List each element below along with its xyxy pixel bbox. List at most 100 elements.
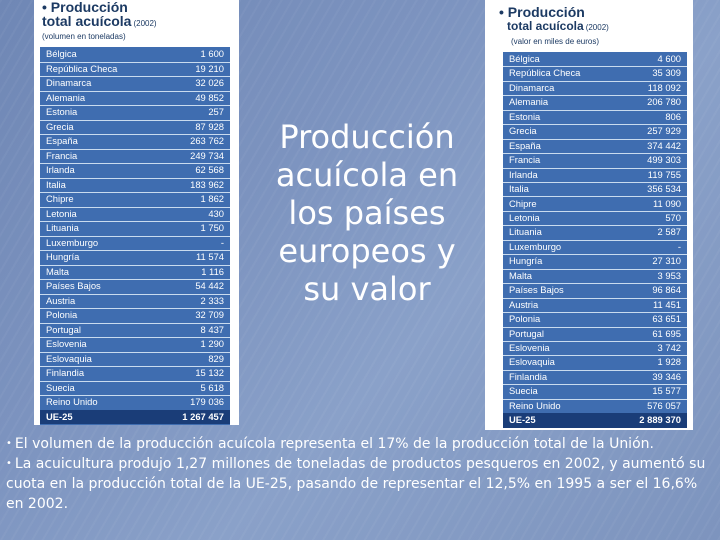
value-cell: 39 346	[652, 370, 681, 382]
table-row: Estonia 257	[40, 105, 230, 121]
table-row: Irlanda 119 755	[503, 168, 687, 184]
table-row: Eslovaquia 1 928	[503, 355, 687, 371]
table-row: Dinamarca 32 026	[40, 76, 230, 92]
country-cell: Luxemburgo	[46, 236, 99, 248]
value-cell: 2 333	[200, 294, 224, 306]
table-row: Países Bajos 96 864	[503, 283, 687, 299]
volume-table-subtitle: (volumen en toneladas)	[42, 32, 126, 41]
table-row: Lituania 2 587	[503, 225, 687, 241]
value-cell: 356 534	[647, 183, 681, 195]
value-cell: 3 742	[657, 342, 681, 353]
table-row: Suecia 5 618	[40, 381, 230, 396]
country-cell: Reino Unido	[509, 399, 561, 411]
table-row: Hungría 11 574	[40, 250, 230, 266]
table-row: Francia 499 303	[503, 153, 687, 169]
country-cell: República Checa	[509, 67, 581, 79]
country-cell: Eslovenia	[46, 338, 87, 349]
value-cell: 1 290	[200, 338, 224, 349]
volume-table-title-line2: total acuícola	[42, 13, 132, 29]
table-row: Chipre 11 090	[503, 197, 687, 212]
value-cell: 4 600	[657, 53, 681, 64]
value-cell: 2 889 370	[639, 414, 681, 426]
table-row: Dinamarca 118 092	[503, 81, 687, 97]
country-cell: Alemania	[46, 91, 86, 103]
value-cell: 1 750	[200, 222, 224, 233]
country-cell: Chipre	[46, 193, 74, 204]
country-cell: Francia	[46, 149, 78, 161]
table-row: Malta 3 953	[503, 269, 687, 285]
table-row: Letonia 430	[40, 207, 230, 222]
value-table-title: total acuícola (2002)	[507, 19, 609, 35]
table-row: Chipre 1 862	[40, 192, 230, 208]
country-cell: Alemania	[509, 96, 549, 108]
value-cell: 11 451	[653, 298, 681, 310]
table-row: Estonia 806	[503, 110, 687, 126]
country-cell: Finlandia	[509, 370, 548, 382]
country-cell: UE-25	[509, 414, 536, 426]
table-row: Luxemburgo -	[503, 240, 687, 256]
value-cell: 570	[665, 211, 681, 223]
value-cell: 96 864	[652, 284, 681, 296]
country-cell: Irlanda	[509, 168, 538, 180]
country-cell: Polonia	[509, 313, 541, 325]
value-cell: 32 026	[195, 77, 224, 88]
country-cell: Italia	[46, 178, 66, 190]
volume-table-title: total acuícola (2002)	[42, 14, 157, 31]
country-cell: Polonia	[46, 309, 78, 320]
table-row: Polonia 32 709	[40, 308, 230, 324]
table-row: Bélgica 4 600	[503, 52, 687, 68]
table-row: Eslovaquia 829	[40, 352, 230, 367]
country-cell: Irlanda	[46, 164, 75, 175]
country-cell: Eslovenia	[509, 342, 550, 353]
value-cell: 8 437	[200, 323, 224, 335]
table-row: Portugal 61 695	[503, 327, 687, 342]
country-cell: Malta	[46, 265, 69, 277]
value-cell: 806	[665, 110, 681, 122]
value-cell: 118 092	[647, 81, 681, 93]
table-row: República Checa 19 210	[40, 62, 230, 77]
value-cell: 11 090	[653, 197, 681, 209]
value-cell: 19 210	[195, 62, 224, 74]
value-cell: 1 116	[201, 265, 224, 277]
value-cell: 430	[208, 207, 224, 219]
country-cell: Hungría	[509, 255, 543, 267]
value-cell: 3 953	[657, 269, 681, 281]
value-cell: 263 762	[190, 135, 224, 146]
country-cell: Bélgica	[46, 48, 77, 59]
table-row: Irlanda 62 568	[40, 163, 230, 179]
value-cell: 1 928	[657, 356, 681, 368]
value-cell: -	[220, 236, 224, 248]
value-cell: -	[677, 240, 681, 252]
value-cell: 87 928	[195, 120, 224, 132]
value-cell: 829	[208, 352, 224, 364]
table-row: Austria 2 333	[40, 294, 230, 309]
table-row: Malta 1 116	[40, 265, 230, 280]
volume-table-title-line1: • Producción	[42, 0, 128, 15]
table-row: Eslovenia 3 742	[503, 341, 687, 357]
value-cell: 63 651	[652, 313, 681, 325]
country-cell: Grecia	[46, 120, 74, 132]
value-cell: 183 962	[190, 178, 224, 190]
table-row: Italia 356 534	[503, 182, 687, 198]
country-cell: Austria	[46, 294, 76, 306]
country-cell: Portugal	[509, 327, 544, 339]
value-cell: 27 310	[652, 255, 681, 267]
bullet-list: • El volumen de la producción acuícola re…	[6, 434, 711, 514]
country-cell: Eslovaquia	[46, 352, 92, 364]
country-cell: Reino Unido	[46, 396, 98, 407]
value-cell: 11 574	[196, 251, 224, 262]
country-cell: Francia	[509, 154, 541, 166]
value-cell: 1 862	[200, 193, 224, 204]
value-cell: 119 755	[647, 168, 681, 180]
value-cell: 249 734	[190, 149, 224, 161]
table-row: Bélgica 1 600	[40, 47, 230, 63]
value-cell: 257	[208, 106, 224, 117]
table-row: Alemania 206 780	[503, 95, 687, 111]
bullet-item: • El volumen de la producción acuícola re…	[6, 434, 711, 454]
value-cell: 2 587	[657, 226, 681, 238]
country-cell: Dinamarca	[509, 81, 555, 93]
country-cell: Hungría	[46, 251, 80, 262]
bullet-text: El volumen de la producción acuícola rep…	[14, 436, 654, 452]
country-cell: Letonia	[46, 207, 77, 219]
value-cell: 257 929	[647, 125, 681, 137]
